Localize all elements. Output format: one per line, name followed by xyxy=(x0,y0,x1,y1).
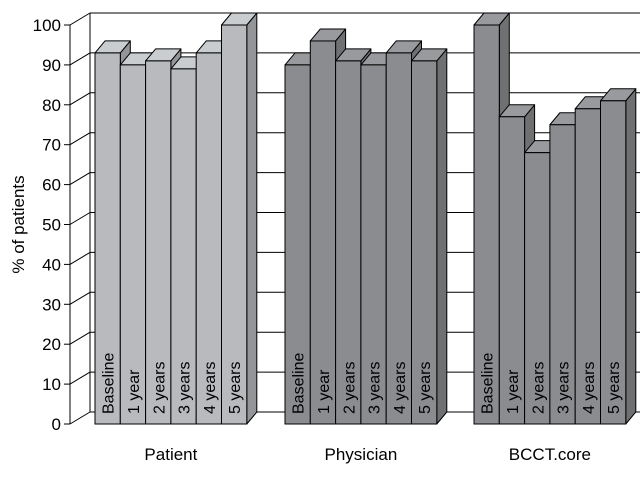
y-tick-label: 50 xyxy=(42,216,61,235)
y-tick-label: 10 xyxy=(42,375,61,394)
y-tick-label: 100 xyxy=(33,16,61,35)
grid-diagonal xyxy=(69,172,91,186)
bar-side xyxy=(436,48,448,425)
bar-label: 5 years xyxy=(227,362,244,414)
bars-layer xyxy=(94,12,637,425)
y-tick-label: 90 xyxy=(42,56,61,75)
y-tick-label: 70 xyxy=(42,136,61,155)
grid-diagonal xyxy=(69,291,91,305)
category-label: BCCT.core xyxy=(509,445,591,464)
category-label: Physician xyxy=(325,445,398,464)
y-tick-label: 60 xyxy=(42,176,61,195)
grid-diagonal xyxy=(69,331,91,345)
grid-diagonal xyxy=(69,411,91,425)
bar-label: 2 years xyxy=(341,362,358,414)
bar-group-patient xyxy=(94,12,258,425)
labels-layer: Baseline 1 year 2 years 3 years 4 years 5 yea… xyxy=(101,353,624,464)
y-tick-label: 0 xyxy=(52,415,61,434)
y-tick-label: 40 xyxy=(42,255,61,274)
grid-diagonal xyxy=(69,52,91,66)
bar-label: Baseline xyxy=(291,353,308,414)
bar-group-bcct-core xyxy=(473,12,637,425)
bar-label: 1 year xyxy=(505,369,522,414)
bar xyxy=(309,40,337,425)
bar-label: 1 year xyxy=(316,369,333,414)
category-label: Patient xyxy=(144,445,197,464)
bar-side xyxy=(625,88,637,425)
bar-label: 2 years xyxy=(151,362,168,414)
bar xyxy=(498,116,526,425)
bar xyxy=(411,60,438,425)
bar-label: 1 year xyxy=(126,369,143,414)
bar-label: 5 years xyxy=(606,362,623,414)
bar xyxy=(195,52,222,425)
bar-label: 3 years xyxy=(177,362,194,414)
bar xyxy=(94,52,121,425)
y-tick-label: 20 xyxy=(42,335,61,354)
grid-diagonal xyxy=(69,251,91,265)
bar xyxy=(574,108,602,425)
bar-side xyxy=(246,12,258,425)
bar-label: 5 years xyxy=(417,362,434,414)
bar-label: 3 years xyxy=(367,362,384,414)
grid-diagonal xyxy=(69,12,91,26)
bar xyxy=(284,64,311,425)
bar-label: 3 years xyxy=(556,362,573,414)
bar-label: Baseline xyxy=(480,353,497,414)
y-tick-label: 30 xyxy=(42,295,61,314)
y-axis: 0 10 20 30 40 50 60 70 80 90 100 xyxy=(33,16,71,434)
grid-diagonal xyxy=(69,212,91,225)
bar xyxy=(549,124,576,425)
bar-group-physician xyxy=(284,28,448,425)
bar-label: 4 years xyxy=(202,362,219,414)
bar-label: 4 years xyxy=(581,362,598,414)
bar-label: 4 years xyxy=(392,362,409,414)
bar-label: 2 years xyxy=(530,362,547,414)
bar xyxy=(119,64,147,425)
grid-diagonal xyxy=(69,92,91,106)
bar xyxy=(600,100,627,425)
y-tick-label: 80 xyxy=(42,96,61,115)
bar xyxy=(170,68,197,425)
y-axis-title: % of patients xyxy=(9,175,28,273)
grid-diagonal xyxy=(69,371,91,385)
bar xyxy=(360,64,387,425)
bar xyxy=(335,60,362,425)
bar-label: Baseline xyxy=(101,353,118,414)
bar xyxy=(221,24,248,425)
bar xyxy=(524,152,551,425)
grid-diagonal xyxy=(69,132,91,146)
